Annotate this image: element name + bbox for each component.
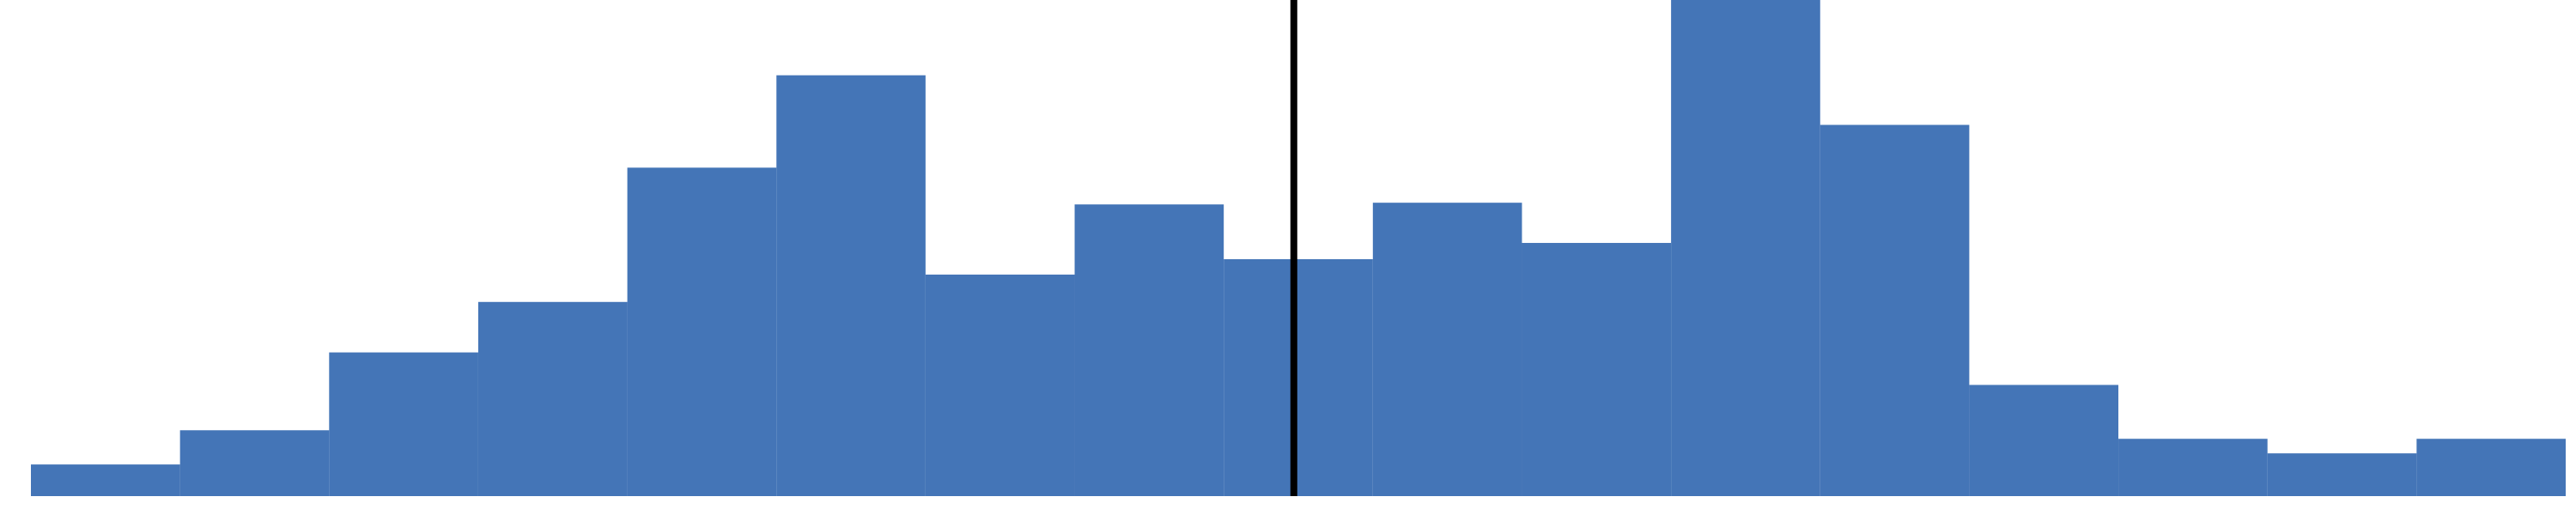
histogram-bar-6 xyxy=(925,274,1075,496)
histogram-bar-11 xyxy=(1522,243,1672,496)
histogram-bar-8 xyxy=(1224,258,1298,496)
histogram-bar-13 xyxy=(1820,124,1970,496)
histogram-bar-10 xyxy=(1372,203,1522,497)
histogram-bar-14 xyxy=(1969,385,2119,496)
histogram-bar-12 xyxy=(1671,0,1820,496)
histogram-bar-4 xyxy=(627,167,777,496)
histogram-bar-1 xyxy=(179,430,330,496)
histogram-bar-9 xyxy=(1298,258,1373,496)
histogram-bar-0 xyxy=(31,464,180,496)
histogram-bar-7 xyxy=(1074,204,1224,497)
histogram-bars xyxy=(31,0,2566,497)
histogram-bar-5 xyxy=(776,75,926,497)
histogram-bar-3 xyxy=(477,301,628,496)
histogram-bar-15 xyxy=(2118,439,2268,496)
histogram-bar-16 xyxy=(2267,453,2417,496)
histogram-bar-2 xyxy=(329,352,478,496)
histogram-bar-17 xyxy=(2416,439,2566,496)
